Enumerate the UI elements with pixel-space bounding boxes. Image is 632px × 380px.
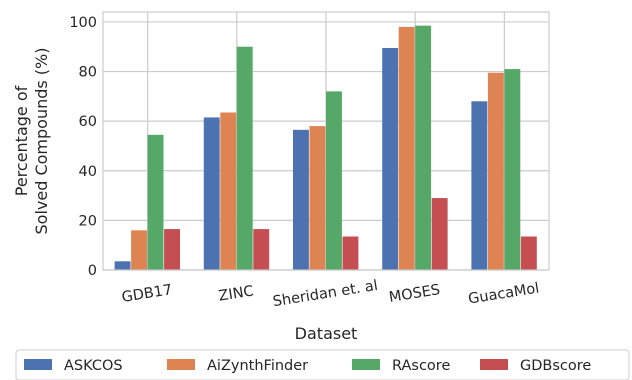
legend-swatch-askcos	[24, 359, 52, 370]
legend-swatch-rascore	[352, 359, 380, 370]
bar-rascore	[415, 25, 432, 271]
y-axis-title: Percentage of Solved Compounds (%)	[12, 48, 51, 235]
bar-rascore	[147, 134, 164, 270]
bar-askcos	[203, 117, 220, 270]
legend-frame	[15, 349, 630, 380]
bar-gdbscore	[431, 198, 448, 270]
y-tick-label: 80	[79, 65, 97, 81]
bar-aizynthfinder	[131, 230, 147, 270]
bar-gdbscore	[164, 229, 180, 270]
y-tick-labels: 0 20 40 60 80 100	[69, 15, 97, 279]
y-tick-label: 40	[79, 164, 97, 180]
plot-frame	[102, 11, 550, 271]
x-tick-labels: GDB17 ZINC Sheridan et. al MOSES GuacaMol	[121, 278, 541, 310]
y-tick-label: 100	[69, 15, 97, 31]
bar-gdbscore	[342, 236, 359, 270]
bar-askcos	[382, 47, 399, 270]
bar-askcos	[114, 261, 131, 270]
bar-gdbscore	[520, 236, 537, 270]
x-tick-label: GuacaMol	[467, 281, 540, 308]
bar-rascore	[236, 46, 253, 270]
y-axis-title-line-2: Solved Compounds (%)	[32, 48, 51, 235]
y-tick-label: 20	[79, 213, 97, 229]
legend-label-askcos: ASKCOS	[64, 358, 123, 374]
legend-label-rascore: RAscore	[392, 358, 450, 374]
bar-aizynthfinder	[309, 126, 326, 270]
bar-aizynthfinder	[398, 26, 415, 271]
bar-rascore	[326, 91, 342, 270]
bar-aizynthfinder	[487, 72, 504, 271]
x-tick-label: Sheridan et. al	[272, 278, 379, 310]
bar-askcos	[471, 101, 488, 270]
x-tick-label: ZINC	[218, 283, 255, 304]
legend-label-aizynthfinder: AiZynthFinder	[207, 358, 308, 374]
y-tick-label: 0	[88, 263, 97, 279]
bar-gdbscore	[253, 229, 270, 270]
legend-swatch-aizynthfinder	[167, 359, 195, 370]
bars	[114, 25, 537, 271]
legend: ASKCOS AiZynthFinder RAscore GDBscore	[15, 349, 630, 380]
bar-rascore	[504, 69, 521, 270]
bar-askcos	[293, 129, 309, 270]
legend-swatch-gdbscore	[480, 359, 508, 370]
y-axis-title-line-1: Percentage of	[12, 85, 31, 196]
x-axis-title: Dataset	[295, 324, 358, 343]
y-tick-label: 60	[79, 114, 97, 130]
bar-aizynthfinder	[220, 112, 237, 270]
x-tick-label: MOSES	[388, 282, 441, 306]
x-tick-label: GDB17	[121, 282, 174, 306]
legend-label-gdbscore: GDBscore	[520, 358, 591, 374]
